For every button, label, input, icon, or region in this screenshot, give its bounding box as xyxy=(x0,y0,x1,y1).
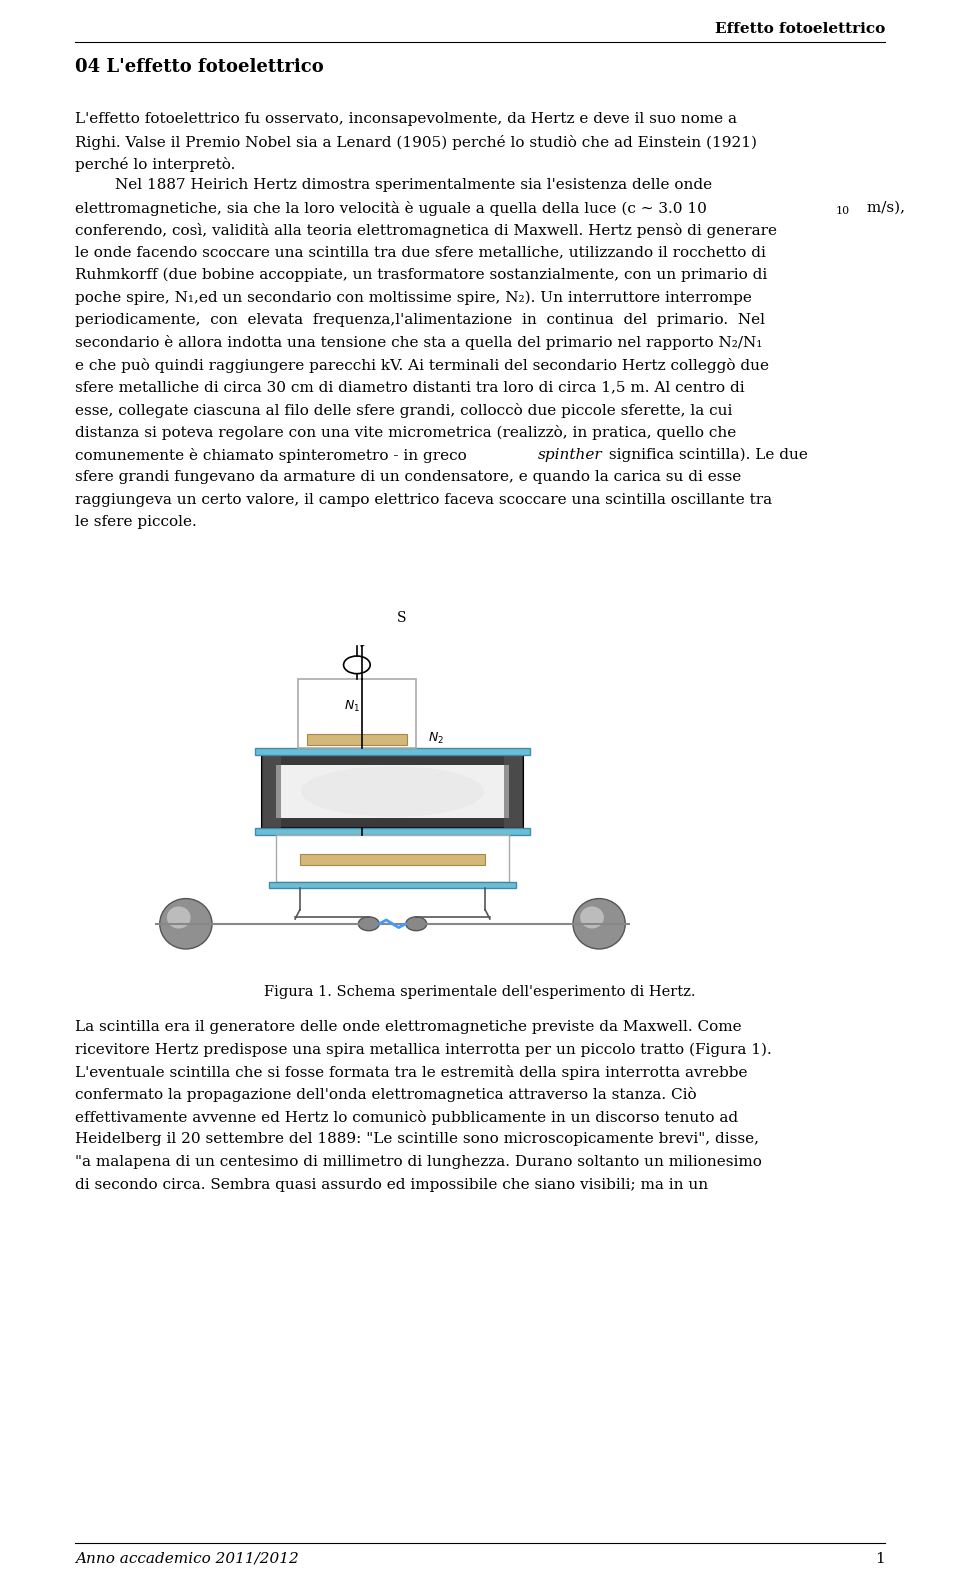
Text: e che può quindi raggiungere parecchi kV. Ai terminali del secondario Hertz coll: e che può quindi raggiungere parecchi kV… xyxy=(75,358,769,372)
Text: Effetto fotoelettrico: Effetto fotoelettrico xyxy=(715,22,885,36)
Text: distanza si poteva regolare con una vite micrometrica (realizzò, in pratica, que: distanza si poteva regolare con una vite… xyxy=(75,426,736,440)
Text: raggiungeva un certo valore, il campo elettrico faceva scoccare una scintilla os: raggiungeva un certo valore, il campo el… xyxy=(75,493,772,507)
Text: significa scintilla). Le due: significa scintilla). Le due xyxy=(604,448,808,463)
Text: periodicamente,  con  elevata  frequenza,l'alimentazione  in  continua  del  pri: periodicamente, con elevata frequenza,l'… xyxy=(75,314,765,326)
Text: Figura 1. Schema sperimentale dell'esperimento di Hertz.: Figura 1. Schema sperimentale dell'esper… xyxy=(264,985,696,1000)
Text: poche spire, N₁,ed un secondario con moltissime spire, N₂). Un interruttore inte: poche spire, N₁,ed un secondario con mol… xyxy=(75,290,752,304)
Text: sfere metalliche di circa 30 cm di diametro distanti tra loro di circa 1,5 m. Al: sfere metalliche di circa 30 cm di diame… xyxy=(75,380,745,394)
Text: Anno accademico 2011/2012: Anno accademico 2011/2012 xyxy=(75,1552,299,1567)
Text: 10: 10 xyxy=(836,206,851,217)
Text: elettromagnetiche, sia che la loro velocità è uguale a quella della luce (c ∼ 3.: elettromagnetiche, sia che la loro veloc… xyxy=(75,201,707,215)
Text: di secondo circa. Sembra quasi assurdo ed impossibile che siano visibili; ma in : di secondo circa. Sembra quasi assurdo e… xyxy=(75,1177,708,1191)
Text: 04 L'effetto fotoelettrico: 04 L'effetto fotoelettrico xyxy=(75,59,324,76)
Text: comunemente è chiamato spinterometro - in greco: comunemente è chiamato spinterometro - i… xyxy=(75,448,471,463)
Text: spinther: spinther xyxy=(538,448,603,463)
Text: le onde facendo scoccare una scintilla tra due sfere metalliche, utilizzando il : le onde facendo scoccare una scintilla t… xyxy=(75,246,766,260)
Text: Ruhmkorff (due bobine accoppiate, un trasformatore sostanzialmente, con un prima: Ruhmkorff (due bobine accoppiate, un tra… xyxy=(75,268,767,282)
Text: Heidelberg il 20 settembre del 1889: "Le scintille sono microscopicamente brevi": Heidelberg il 20 settembre del 1889: "Le… xyxy=(75,1133,759,1147)
Text: le sfere piccole.: le sfere piccole. xyxy=(75,515,197,529)
Text: m/s),: m/s), xyxy=(862,201,905,214)
Text: L'eventuale scintilla che si fosse formata tra le estremità della spira interrot: L'eventuale scintilla che si fosse forma… xyxy=(75,1064,748,1080)
Text: Nel 1887 Heirich Hertz dimostra sperimentalmente sia l'esistenza delle onde: Nel 1887 Heirich Hertz dimostra sperimen… xyxy=(115,177,712,192)
Text: Righi. Valse il Premio Nobel sia a Lenard (1905) perché lo studiò che ad Einstei: Righi. Valse il Premio Nobel sia a Lenar… xyxy=(75,135,757,149)
Text: La scintilla era il generatore delle onde elettromagnetiche previste da Maxwell.: La scintilla era il generatore delle ond… xyxy=(75,1020,742,1034)
Text: esse, collegate ciascuna al filo delle sfere grandi, colloccò due piccole sferet: esse, collegate ciascuna al filo delle s… xyxy=(75,402,732,418)
Text: conferendo, così, validità alla teoria elettromagnetica di Maxwell. Hertz pensò : conferendo, così, validità alla teoria e… xyxy=(75,223,777,238)
Text: ricevitore Hertz predispose una spira metallica interrotta per un piccolo tratto: ricevitore Hertz predispose una spira me… xyxy=(75,1042,772,1057)
Text: effettivamente avvenne ed Hertz lo comunicò pubblicamente in un discorso tenuto : effettivamente avvenne ed Hertz lo comun… xyxy=(75,1110,738,1125)
Text: L'effetto fotoelettrico fu osservato, inconsapevolmente, da Hertz e deve il suo : L'effetto fotoelettrico fu osservato, in… xyxy=(75,112,737,127)
Text: confermato la propagazione dell'onda elettromagnetica attraverso la stanza. Ciò: confermato la propagazione dell'onda ele… xyxy=(75,1088,697,1102)
Text: 1: 1 xyxy=(876,1552,885,1567)
Text: secondario è allora indotta una tensione che sta a quella del primario nel rappo: secondario è allora indotta una tensione… xyxy=(75,336,762,350)
Text: "a malapena di un centesimo di millimetro di lunghezza. Durano soltanto un milio: "a malapena di un centesimo di millimetr… xyxy=(75,1155,762,1169)
Text: perché lo interpretò.: perché lo interpretò. xyxy=(75,157,235,173)
Text: sfere grandi fungevano da armature di un condensatore, e quando la carica su di : sfere grandi fungevano da armature di un… xyxy=(75,470,741,485)
